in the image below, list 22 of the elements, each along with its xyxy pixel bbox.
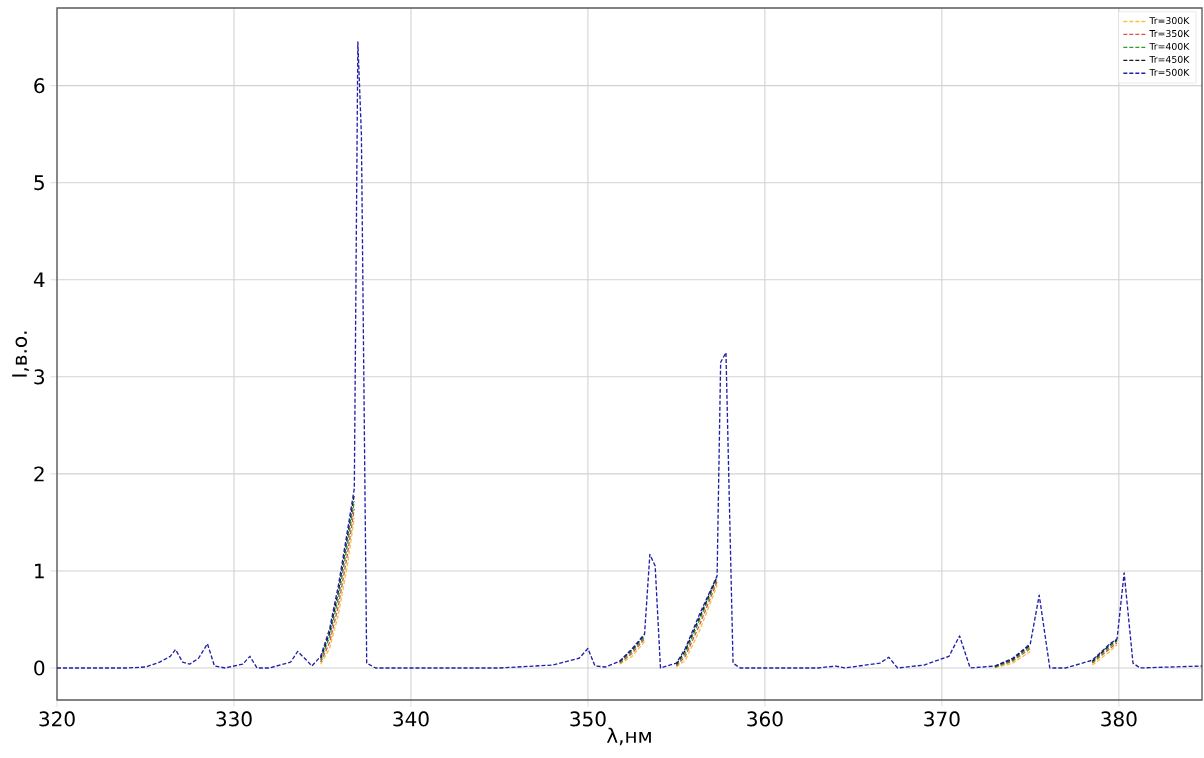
y-tick-label: 6 bbox=[34, 78, 45, 94]
x-tick-label: 320 bbox=[39, 711, 75, 727]
x-tick-label: 360 bbox=[747, 711, 783, 727]
y-tick-label: 0 bbox=[34, 660, 45, 676]
x-tick-label: 370 bbox=[924, 711, 960, 727]
x-tick-label: 350 bbox=[570, 711, 606, 727]
y-tick-label: 5 bbox=[34, 175, 44, 191]
legend-label: Tr=350K bbox=[1149, 30, 1190, 38]
y-tick-label: 2 bbox=[34, 466, 44, 482]
legend-label: Tr=300K bbox=[1149, 17, 1190, 25]
legend-label: Tr=500K bbox=[1149, 68, 1190, 76]
y-axis-title: I,в.о. bbox=[12, 331, 30, 377]
x-tick-label: 330 bbox=[216, 711, 252, 727]
y-tick-label: 3 bbox=[34, 369, 45, 385]
legend-label: Tr=450K bbox=[1149, 55, 1190, 63]
x-axis-title: λ,нм bbox=[606, 727, 651, 746]
y-tick-label: 1 bbox=[35, 563, 44, 579]
line-series bbox=[57, 41, 1203, 669]
legend-label: Tr=400K bbox=[1149, 42, 1190, 50]
x-tick-label: 380 bbox=[1101, 711, 1137, 727]
y-tick-label: 4 bbox=[33, 272, 45, 288]
x-tick-label: 340 bbox=[393, 711, 429, 727]
